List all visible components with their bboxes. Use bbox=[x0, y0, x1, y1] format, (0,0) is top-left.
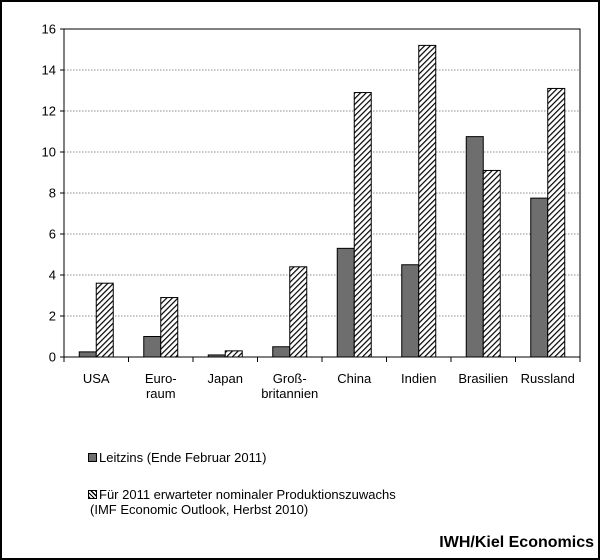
y-tick-label: 4 bbox=[49, 268, 56, 283]
x-tick-label: britannien bbox=[261, 386, 318, 401]
y-tick-label: 0 bbox=[49, 350, 56, 365]
axes bbox=[60, 28, 581, 362]
y-tick-label: 6 bbox=[49, 227, 56, 242]
x-tick-label: Euro- bbox=[145, 371, 177, 386]
bar-production-growth bbox=[95, 282, 114, 358]
bar-production-growth bbox=[353, 92, 372, 358]
bar-leitzins bbox=[143, 336, 162, 358]
bar-chart: 0 2 4 6 8 10 12 14 16 USA Euro-raum Japan Groß-brita… bbox=[42, 22, 581, 402]
y-tick-label: 12 bbox=[42, 104, 56, 119]
x-tick-label: Russland bbox=[521, 371, 575, 386]
y-tick-label: 14 bbox=[42, 63, 56, 78]
legend-entry-growth: Für 2011 erwarteter nominaler Produktion… bbox=[88, 487, 396, 517]
x-tick-label: Brasilien bbox=[458, 371, 508, 386]
bar-leitzins bbox=[465, 136, 484, 358]
legend-label-growth-source: (IMF Economic Outlook, Herbst 2010) bbox=[90, 502, 309, 517]
legend-swatch-solid bbox=[88, 453, 97, 462]
y-tick-label: 16 bbox=[42, 22, 56, 37]
y-tick-label: 10 bbox=[42, 145, 56, 160]
legend-label-growth: Für 2011 erwarteter nominaler Produktion… bbox=[99, 487, 396, 502]
bars bbox=[78, 44, 566, 358]
bar-production-growth bbox=[418, 44, 437, 358]
x-tick-label: Japan bbox=[208, 371, 243, 386]
gridlines bbox=[64, 28, 580, 317]
legend-label-leitzins: Leitzins (Ende Februar 2011) bbox=[99, 450, 267, 465]
bar-production-growth bbox=[224, 350, 243, 358]
bar-leitzins bbox=[401, 264, 420, 358]
bar-production-growth bbox=[482, 169, 501, 358]
bar-production-growth bbox=[547, 87, 566, 358]
bar-leitzins bbox=[78, 351, 97, 358]
x-tick-label: China bbox=[337, 371, 372, 386]
legend-swatch-hatched bbox=[88, 490, 97, 499]
legend-entry-leitzins: Leitzins (Ende Februar 2011) bbox=[88, 450, 266, 465]
y-tick-label: 8 bbox=[49, 186, 56, 201]
x-tick-label: raum bbox=[146, 386, 176, 401]
tick-labels: 0 2 4 6 8 10 12 14 16 USA Euro-raum Japan Groß-brita… bbox=[42, 22, 575, 402]
x-tick-label: Groß- bbox=[273, 371, 307, 386]
bar-leitzins bbox=[272, 346, 291, 358]
x-tick-label: USA bbox=[83, 371, 110, 386]
source-label: IWH/Kiel Economics bbox=[439, 534, 594, 551]
y-tick-label: 2 bbox=[49, 309, 56, 324]
bar-leitzins bbox=[336, 247, 355, 358]
bar-production-growth bbox=[289, 266, 308, 358]
x-tick-label: Indien bbox=[401, 371, 436, 386]
bar-leitzins bbox=[530, 197, 549, 358]
bar-production-growth bbox=[160, 297, 179, 358]
